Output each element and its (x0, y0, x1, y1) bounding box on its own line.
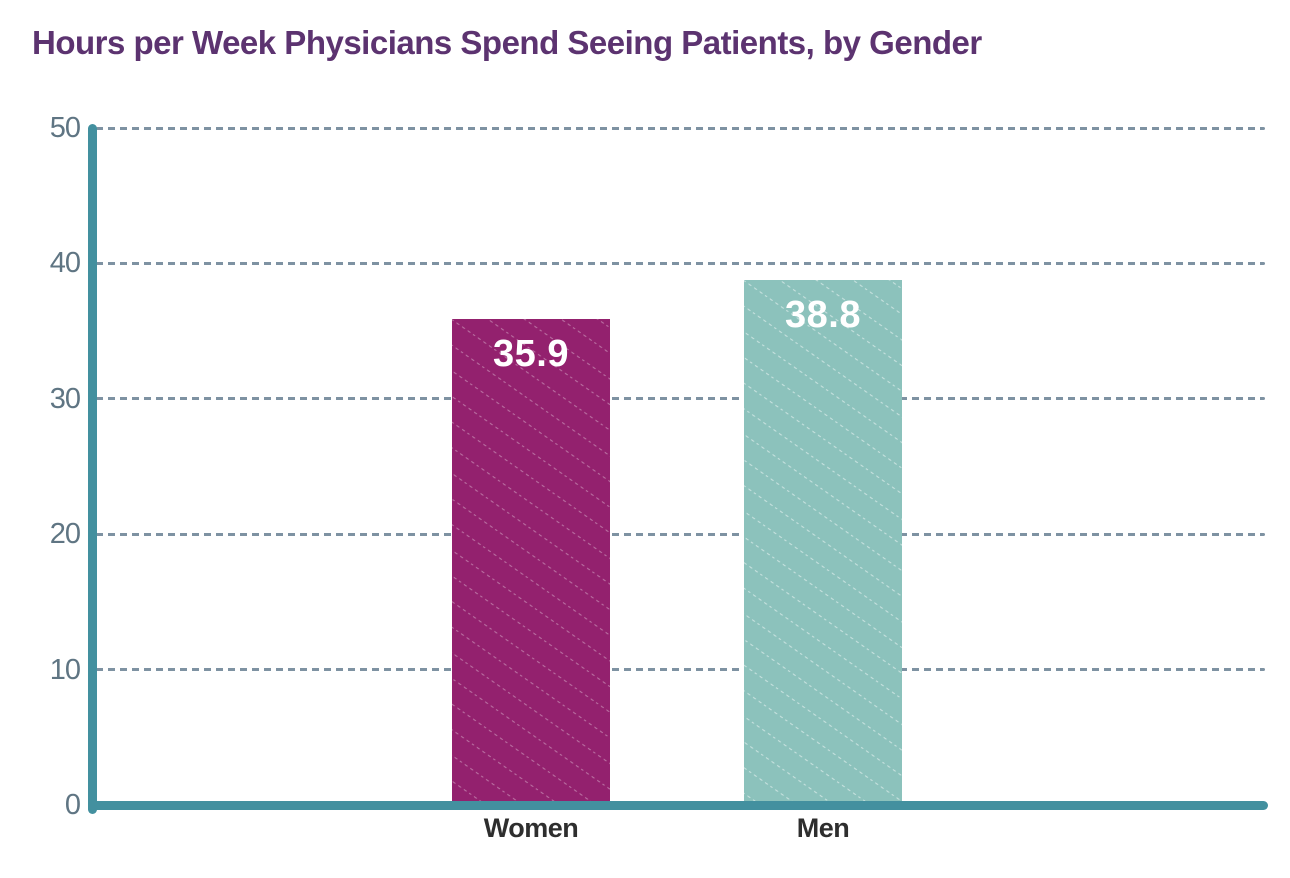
gridline (96, 397, 1265, 401)
bar-men: 38.8 (744, 279, 902, 809)
bar-value-label: 35.9 (493, 332, 569, 375)
bar-pattern (452, 318, 610, 809)
x-category-label: Men (796, 813, 850, 843)
y-tick-label: 30 (49, 382, 81, 415)
gridline (96, 261, 1265, 265)
y-tick-label: 20 (49, 518, 81, 551)
y-tick-label: 0 (64, 789, 81, 821)
y-axis-line (88, 124, 97, 814)
y-tick-label: 40 (49, 247, 81, 280)
x-category-label: Women (483, 813, 579, 843)
y-tick-label: 50 (49, 112, 81, 144)
bar-value-label: 38.8 (785, 293, 861, 336)
gridline (96, 668, 1265, 672)
chart-title: Hours per Week Physicians Spend Seeing P… (32, 24, 982, 61)
bar-pattern (744, 279, 902, 809)
gridline (96, 126, 1265, 130)
y-tick-label: 10 (49, 653, 81, 686)
gridline (96, 532, 1265, 536)
bar-women: 35.9 (452, 318, 610, 809)
x-axis-line (88, 801, 1268, 810)
